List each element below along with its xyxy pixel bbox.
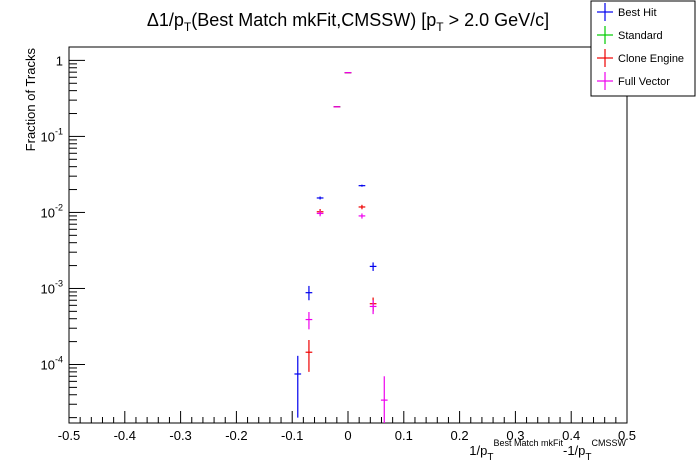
x-tick-label: 0.5 [618, 428, 636, 443]
y-axis-label: Fraction of Tracks [23, 48, 38, 152]
x-tick-label: -0.3 [169, 428, 191, 443]
xlabel-sup1: Best Match mkFit [493, 438, 563, 448]
series-best-hit [294, 72, 377, 418]
plot-frame [68, 46, 628, 424]
title-middle: (Best Match mkFit,CMSSW) [p [191, 10, 436, 30]
title-sub2: T [436, 20, 444, 34]
y-axis: 1 10-1 10-2 10-3 10-4 [41, 53, 85, 419]
x-tick-label: -0.5 [58, 428, 80, 443]
y-tick-label: 10-1 [41, 126, 63, 144]
x-tick-label: -0.4 [114, 428, 136, 443]
x-axis-label: 1/pTBest Match mkFit-1/pTCMSSW [469, 438, 626, 463]
title-suffix: > 2.0 GeV/c] [444, 10, 550, 30]
x-tick-label: 0.1 [395, 428, 413, 443]
x-tick-label: -0.1 [281, 428, 303, 443]
chart-title: Δ1/pT(Best Match mkFit,CMSSW) [pT > 2.0 … [147, 10, 549, 34]
title-prefix: Δ1/p [147, 10, 184, 30]
y-tick-label: 1 [56, 53, 63, 68]
data-series-layer [294, 72, 388, 423]
x-tick-label: -0.2 [225, 428, 247, 443]
xlabel-sup2: CMSSW [592, 438, 627, 448]
title-sub1: T [184, 20, 192, 34]
legend-label: Clone Engine [618, 53, 684, 65]
x-axis: -0.5 -0.4 -0.3 -0.2 -0.1 0 0.1 0.2 0.3 0.4 0.5 [58, 411, 636, 443]
y-tick-label: 10-2 [41, 202, 63, 220]
xlabel-main2: -1/p [563, 443, 585, 458]
xlabel-sub2: T [585, 452, 591, 463]
x-tick-label: 0 [344, 428, 351, 443]
x-tick-label: 0.3 [506, 428, 524, 443]
series-clone-engine [305, 72, 377, 372]
y-tick-label: 10-4 [41, 354, 63, 372]
xlabel-main1: 1/p [469, 443, 487, 458]
legend-box [590, 0, 696, 97]
x-tick-label: 0.2 [451, 428, 469, 443]
x-tick-label: 0.4 [562, 428, 580, 443]
legend-label: Best Hit [618, 7, 657, 19]
series-full-vector [305, 72, 388, 423]
legend-label: Standard [618, 30, 663, 42]
legend-label: Full Vector [618, 76, 670, 88]
series-standard [333, 72, 352, 108]
legend: Best Hit Standard Clone Engine Full Vector [590, 0, 696, 97]
y-tick-label: 10-3 [41, 278, 63, 296]
xlabel-sub1: T [487, 452, 493, 463]
